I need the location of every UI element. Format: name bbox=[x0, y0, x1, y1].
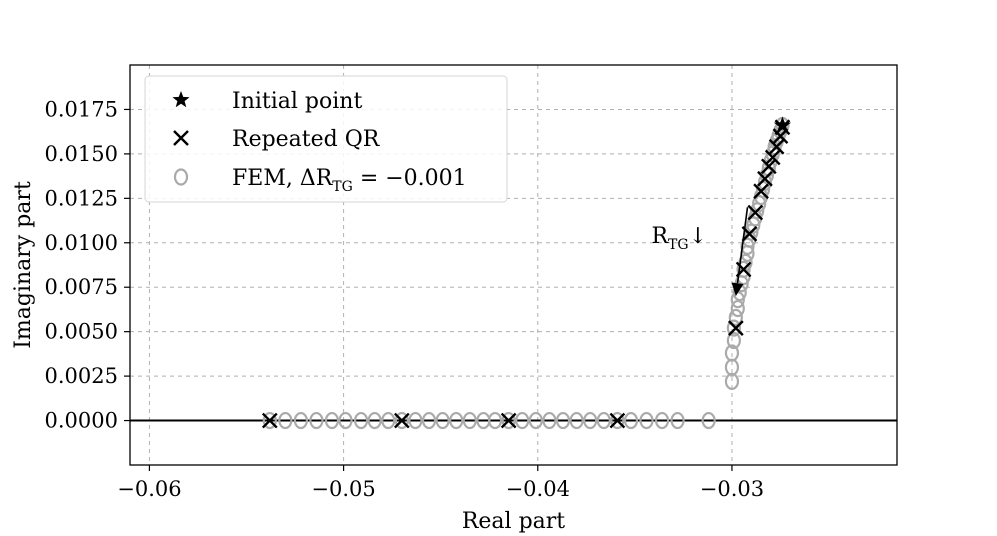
fem-point bbox=[421, 411, 437, 430]
fem-point bbox=[435, 411, 450, 430]
fem-point bbox=[555, 411, 571, 430]
legend-circle-icon bbox=[173, 168, 189, 186]
x-tick-label: −0.05 bbox=[311, 477, 375, 501]
qr-point bbox=[760, 158, 777, 175]
y-tick-label: 0.0025 bbox=[45, 364, 118, 388]
annotation-arrow bbox=[736, 207, 749, 284]
legend: Initial point Repeated QR FEM, ΔRTG = −0… bbox=[144, 75, 508, 203]
fem-point bbox=[728, 308, 743, 327]
annotation-label: RTG↓ bbox=[651, 224, 707, 253]
legend-box bbox=[144, 75, 508, 203]
legend-star-icon bbox=[172, 91, 190, 108]
y-tick-label: 0.0100 bbox=[45, 231, 118, 255]
y-tick-label: 0.0050 bbox=[45, 320, 118, 344]
fem-point bbox=[262, 411, 277, 430]
fem-point bbox=[515, 411, 530, 430]
x-tick-label: −0.03 bbox=[700, 477, 764, 501]
qr-point bbox=[764, 149, 781, 166]
fem-point bbox=[309, 411, 324, 430]
fem-point bbox=[338, 411, 353, 430]
fem-point bbox=[381, 411, 396, 430]
qr-point bbox=[609, 412, 626, 429]
fem-point bbox=[736, 260, 751, 279]
y-tick-label: 0.0125 bbox=[45, 186, 118, 210]
y-tick-label: 0.0175 bbox=[45, 97, 118, 121]
fem-point bbox=[367, 411, 382, 430]
fem-point bbox=[487, 411, 503, 430]
fem-point bbox=[583, 411, 598, 430]
fem-point bbox=[639, 411, 654, 430]
legend-entry-repeated-qr: Repeated QR bbox=[232, 127, 381, 152]
x-tick-label: −0.04 bbox=[506, 477, 570, 501]
annotation-arrowhead bbox=[731, 282, 744, 297]
y-tick-label: 0.0150 bbox=[45, 142, 118, 166]
data-marks bbox=[261, 116, 791, 430]
fem-point bbox=[324, 411, 340, 430]
qr-point bbox=[500, 412, 517, 429]
fem-point bbox=[542, 411, 557, 430]
y-tick-label: 0.0075 bbox=[45, 275, 118, 299]
fem-point bbox=[353, 411, 369, 430]
fem-point bbox=[623, 411, 639, 430]
annotation: RTG↓ bbox=[651, 207, 749, 297]
annotation-main: R bbox=[651, 224, 669, 249]
fem-point bbox=[278, 411, 293, 430]
fem-point bbox=[394, 411, 409, 430]
fem-point bbox=[724, 344, 740, 362]
y-axis-label: Imaginary part bbox=[11, 181, 36, 349]
legend-fem-tail: = −0.001 bbox=[353, 166, 467, 191]
fem-point bbox=[501, 411, 516, 430]
x-tick-label: −0.06 bbox=[117, 477, 181, 501]
axis-ticks: −0.06 −0.05 −0.04 −0.03 0.0000 0.0025 0.0050 0.… bbox=[45, 97, 765, 501]
qr-point bbox=[768, 138, 785, 155]
fem-point bbox=[293, 411, 308, 430]
qr-point bbox=[757, 170, 773, 187]
fem-point bbox=[726, 319, 741, 337]
legend-cross-icon bbox=[173, 130, 189, 146]
legend-entry-fem: FEM, ΔRTG = −0.001 bbox=[232, 166, 467, 195]
fem-point bbox=[654, 411, 670, 430]
qr-point bbox=[261, 412, 278, 429]
legend-entry-initial-point: Initial point bbox=[232, 89, 362, 114]
qr-point bbox=[393, 412, 410, 429]
qr-point bbox=[747, 204, 764, 221]
qr-point bbox=[727, 320, 744, 336]
legend-fem-main: FEM, ΔR bbox=[232, 166, 334, 191]
fem-point bbox=[528, 411, 543, 430]
initial-point bbox=[773, 116, 791, 133]
fem-point bbox=[670, 411, 685, 430]
fem-point bbox=[569, 411, 584, 430]
x-axis-label: Real part bbox=[462, 509, 565, 534]
fem-point bbox=[730, 299, 745, 318]
fem-point bbox=[596, 411, 611, 430]
fem-point bbox=[462, 411, 477, 430]
legend-fem-subscript: TG bbox=[332, 179, 353, 195]
legend-markers bbox=[172, 91, 190, 186]
qr-point bbox=[753, 183, 769, 200]
fem-point bbox=[408, 411, 423, 430]
annotation-subscript: TG bbox=[668, 237, 689, 253]
fem-point bbox=[449, 411, 464, 430]
fem-point bbox=[726, 331, 741, 350]
fem-point bbox=[701, 411, 716, 430]
plot-area-frame bbox=[129, 64, 898, 466]
annotation-arrow-glyph: ↓ bbox=[689, 224, 707, 249]
y-tick-label: 0.0000 bbox=[45, 409, 118, 433]
fem-point bbox=[610, 411, 625, 430]
